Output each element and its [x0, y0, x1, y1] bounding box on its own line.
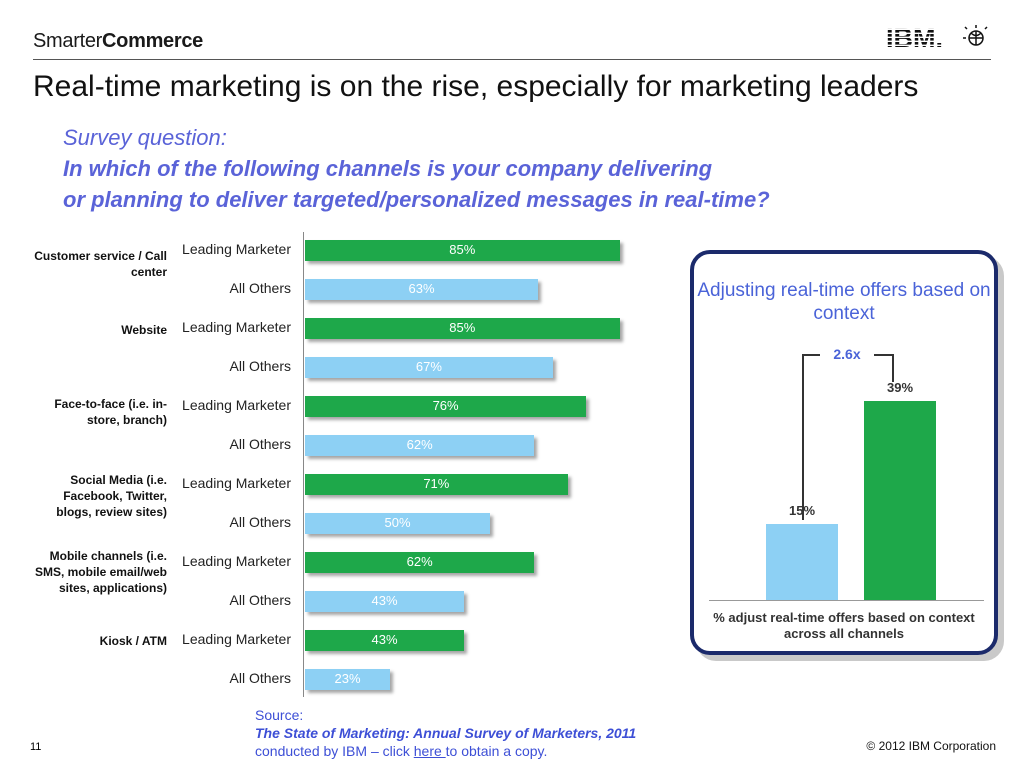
chart-bar: 43% [305, 630, 465, 651]
page-number: 11 [30, 741, 42, 753]
chart-bar: 62% [305, 435, 535, 456]
series-label: All Others [229, 358, 291, 374]
brand-logo: SmarterCommerce [33, 30, 203, 53]
question-line-1: In which of the following channels is yo… [63, 156, 713, 181]
series-label: All Others [229, 280, 291, 296]
series-label: Leading Marketer [182, 553, 291, 569]
series-label: All Others [229, 436, 291, 452]
question-label: Survey question: [63, 125, 227, 150]
survey-question: Survey question: In which of the followi… [63, 122, 770, 215]
series-label: Leading Marketer [182, 397, 291, 413]
svg-text:IBM.: IBM. [886, 23, 943, 52]
bar-value-label: 43% [371, 593, 398, 608]
source-pre-text: conducted by IBM – click [255, 743, 414, 759]
context-offers-callout: Adjusting real-time offers based on cont… [690, 250, 998, 655]
series-label: All Others [229, 592, 291, 608]
copyright: © 2012 IBM Corporation [866, 739, 996, 753]
category-label: Face-to-face (i.e. in-store, branch) [54, 397, 167, 427]
bar-value-label: 62% [406, 554, 433, 569]
callout-bar [864, 401, 936, 600]
bar-value-label: 67% [415, 359, 442, 374]
bracket-line [874, 354, 892, 356]
source-post-text: to obtain a copy. [445, 743, 548, 759]
chart-bar: 67% [305, 357, 553, 378]
chart-bar: 50% [305, 513, 490, 534]
series-label: All Others [229, 514, 291, 530]
chart-bar: 85% [305, 240, 620, 261]
callout-bar [766, 523, 838, 600]
source-note: Source: The State of Marketing: Annual S… [255, 706, 636, 760]
bar-value-label: 50% [384, 515, 411, 530]
ibm-logo: IBM. [886, 23, 988, 52]
source-label: Source: [255, 707, 304, 723]
slide-title: Real-time marketing is on the rise, espe… [33, 70, 919, 103]
bracket-line [892, 354, 894, 382]
question-line-2: or planning to deliver targeted/personal… [63, 187, 770, 212]
series-label: Leading Marketer [182, 241, 291, 257]
bar-value-label: 85% [449, 242, 476, 257]
chart-bar: 62% [305, 552, 535, 573]
callout-value-label: 39% [886, 380, 914, 396]
bar-value-label: 85% [449, 320, 476, 335]
bar-value-label: 62% [406, 437, 433, 452]
chart-bar: 71% [305, 474, 568, 495]
category-label: Website [121, 323, 167, 337]
bar-value-label: 63% [408, 281, 435, 296]
chart-bar: 85% [305, 318, 620, 339]
bar-value-label: 23% [334, 671, 361, 686]
series-label: Leading Marketer [182, 631, 291, 647]
multiplier-annotation: 2.6x [833, 346, 861, 362]
bar-value-label: 76% [432, 398, 459, 413]
brand-light-text: Smarter [33, 30, 103, 52]
category-label: Social Media (i.e. Facebook, Twitter, bl… [56, 473, 167, 519]
source-link[interactable]: here [413, 743, 446, 759]
brand-bold-text: Commerce [102, 30, 204, 52]
callout-value-label: 15% [788, 502, 816, 518]
callout-baseline [709, 600, 984, 601]
category-label: Customer service / Call center [34, 249, 167, 279]
callout-x-label: % adjust real-time offers based on conte… [713, 610, 975, 641]
bar-value-label: 43% [371, 632, 398, 647]
chart-bar: 63% [305, 279, 539, 300]
callout-title: Adjusting real-time offers based on cont… [697, 280, 991, 324]
bracket-line [802, 354, 804, 520]
series-label: All Others [229, 670, 291, 686]
series-label: Leading Marketer [182, 319, 291, 335]
bracket-line [802, 354, 820, 356]
header-divider [33, 59, 991, 60]
chart-bar: 23% [305, 669, 391, 690]
series-label: Leading Marketer [182, 475, 291, 491]
source-reference: The State of Marketing: Annual Survey of… [255, 725, 637, 741]
chart-bar: 76% [305, 396, 587, 417]
category-label: Kiosk / ATM [99, 634, 167, 648]
chart-bar: 43% [305, 591, 465, 612]
bar-value-label: 71% [423, 476, 450, 491]
category-label: Mobile channels (i.e. SMS, mobile email/… [34, 549, 167, 595]
chart-axis-line [303, 232, 304, 697]
